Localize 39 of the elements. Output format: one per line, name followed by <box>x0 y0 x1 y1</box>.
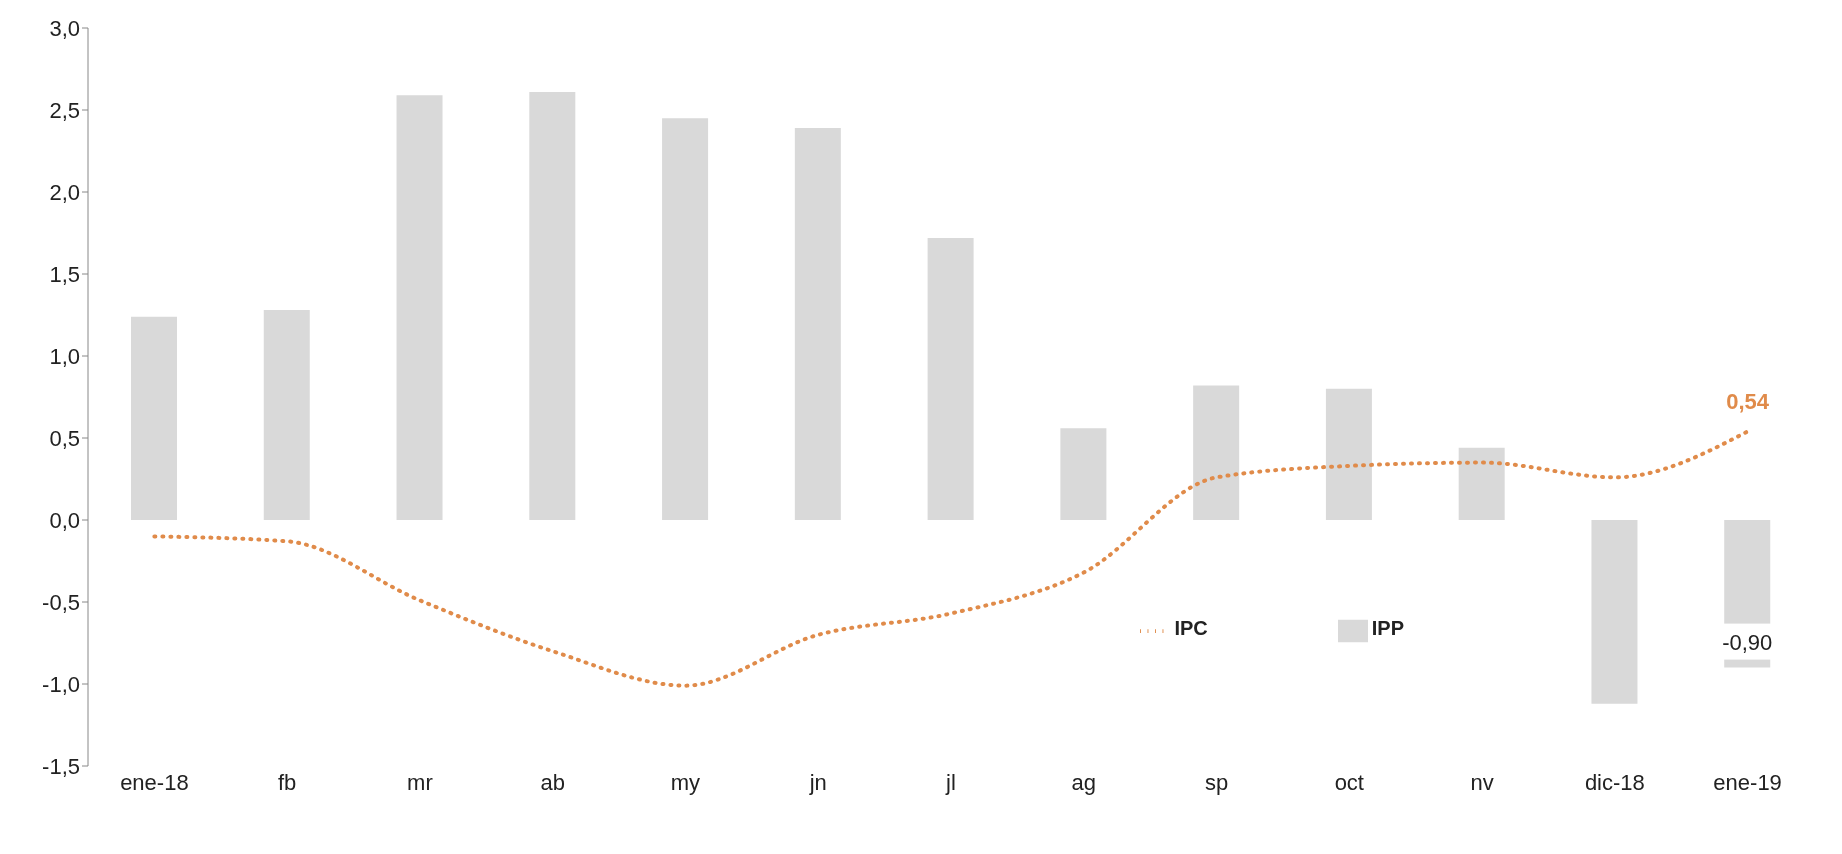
bar <box>794 128 841 520</box>
bar <box>396 95 443 520</box>
y-tick-label: -1,5 <box>42 753 80 779</box>
x-tick-label: fb <box>277 769 297 795</box>
x-tick-label: jl <box>945 769 956 795</box>
x-tick-label: sp <box>1204 769 1229 795</box>
y-tick-label: 1,5 <box>49 261 80 287</box>
y-tick-label: 3,0 <box>49 15 80 41</box>
y-tick-label: -0,5 <box>42 589 80 615</box>
x-tick-label: nv <box>1470 769 1494 795</box>
y-tick-label: 2,5 <box>49 97 80 123</box>
bar <box>1060 428 1107 520</box>
x-tick-label: dic-18 <box>1584 769 1645 795</box>
y-tick-label: -1,0 <box>42 671 80 697</box>
bar <box>1193 385 1240 520</box>
x-tick-label: ene-19 <box>1713 769 1782 795</box>
bar <box>529 91 576 520</box>
y-tick-label: 0,0 <box>49 507 80 533</box>
legend-label: IPP <box>1371 617 1404 640</box>
x-tick-label: jn <box>808 769 827 795</box>
y-tick-label: 1,0 <box>49 343 80 369</box>
x-tick-label: ag <box>1071 769 1097 795</box>
x-tick-label: mr <box>407 769 433 795</box>
bar <box>131 316 177 520</box>
bar <box>1325 388 1372 520</box>
legend-label: IPC <box>1174 617 1208 640</box>
x-tick-label: ene-18 <box>120 769 189 795</box>
y-tick-label: 2,0 <box>49 179 80 205</box>
bar <box>662 118 709 520</box>
bar <box>927 237 974 520</box>
data-label: 0,54 <box>1726 389 1770 415</box>
bar <box>1458 447 1505 520</box>
x-tick-label: my <box>670 769 701 795</box>
data-label: -0,90 <box>1722 629 1773 655</box>
x-tick-label: oct <box>1334 769 1364 795</box>
y-tick-label: 0,5 <box>49 425 80 451</box>
x-tick-label: ab <box>540 769 565 795</box>
bar <box>263 310 310 520</box>
bar <box>1591 520 1638 704</box>
